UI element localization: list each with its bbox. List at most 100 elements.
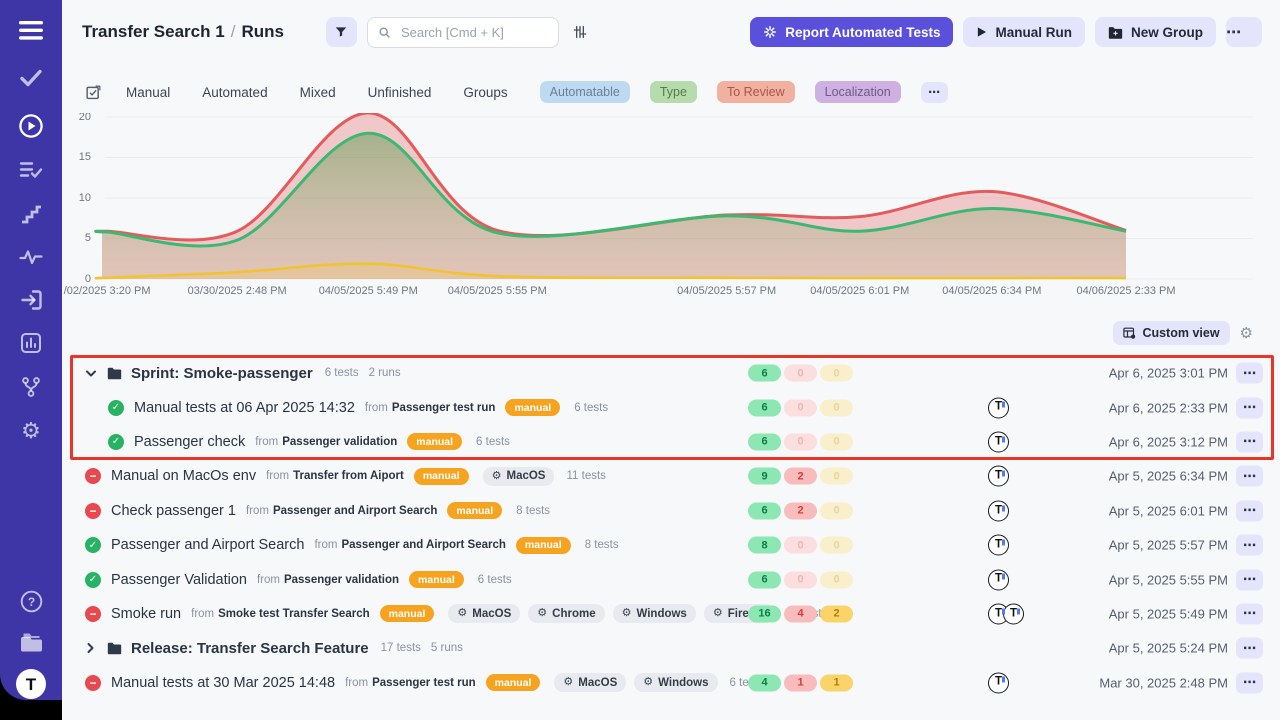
tag-chip-type[interactable]: Type (650, 81, 697, 103)
avatar[interactable]: T (1003, 603, 1024, 624)
new-group-button[interactable]: New Group (1095, 17, 1216, 47)
sliders-icon[interactable] (572, 24, 588, 40)
run-source[interactable]: Passenger test run (372, 677, 476, 689)
group-row[interactable]: Sprint: Smoke-passenger6 tests2 runs600A… (62, 356, 1280, 390)
row-more-button[interactable]: ⋯ (1236, 535, 1263, 556)
row-more-button[interactable]: ⋯ (1236, 397, 1263, 418)
sidebar-runs-list-icon[interactable] (16, 155, 46, 185)
row-more-button[interactable]: ⋯ (1236, 638, 1263, 659)
result-badges: 600 (748, 399, 853, 416)
run-title[interactable]: Smoke run (111, 606, 181, 622)
custom-view-button[interactable]: Custom view (1113, 321, 1229, 345)
runs-trend-chart: 05101520/02/2025 3:20 PM03/30/2025 2:48 … (62, 113, 1253, 305)
run-row[interactable]: ✓Manual tests at 06 Apr 2025 14:32fromPa… (62, 390, 1280, 424)
run-source[interactable]: Transfer from Aiport (293, 470, 404, 482)
header-more-button[interactable]: ⋯ (1226, 17, 1262, 47)
tab-manual[interactable]: Manual (126, 85, 170, 100)
run-title[interactable]: Check passenger 1 (111, 503, 236, 519)
run-row[interactable]: −Manual tests at 30 Mar 2025 14:48fromPa… (62, 666, 1280, 700)
assignee-avatars: TT (988, 603, 1024, 624)
sidebar-documents-icon[interactable] (16, 627, 46, 657)
breadcrumb-project[interactable]: Transfer Search 1 (82, 22, 225, 41)
status-failed-icon: − (85, 468, 101, 484)
run-source[interactable]: Passenger and Airport Search (341, 539, 505, 551)
env-chips: ⚙MacOS⚙Chrome⚙Windows⚙Firefox (448, 604, 775, 623)
sidebar-help-icon[interactable]: ? (16, 586, 46, 616)
status-passed-icon: ✓ (85, 537, 101, 553)
tab-groups[interactable]: Groups (463, 85, 507, 100)
view-settings-gear-icon[interactable]: ⚙ (1240, 326, 1253, 341)
avatar[interactable]: T (988, 466, 1009, 487)
app: ⚙? T Transfer Search 1/Runs (0, 0, 1280, 720)
group-tests-count: 6 tests (325, 367, 359, 379)
run-row[interactable]: ✓Passenger and Airport SearchfromPasseng… (62, 528, 1280, 562)
tab-mixed[interactable]: Mixed (300, 85, 336, 100)
group-title[interactable]: Release: Transfer Search Feature (131, 640, 369, 657)
tags-more-button[interactable]: ⋯ (921, 82, 948, 103)
from-label: from (255, 436, 278, 448)
env-chip-chrome: ⚙Chrome (528, 604, 604, 623)
group-row[interactable]: Release: Transfer Search Feature17 tests… (62, 631, 1280, 665)
tag-chip-automatable[interactable]: Automatable (540, 81, 630, 103)
sidebar-import-icon[interactable] (16, 285, 46, 315)
row-more-button[interactable]: ⋯ (1236, 500, 1263, 521)
row-more-button[interactable]: ⋯ (1236, 466, 1263, 487)
run-source[interactable]: Passenger test run (392, 402, 496, 414)
tab-unfinished[interactable]: Unfinished (368, 85, 432, 100)
filter-button[interactable] (326, 17, 357, 47)
manual-badge: manual (447, 502, 502, 519)
avatar[interactable]: T (988, 500, 1009, 521)
sidebar-settings-gear-icon[interactable]: ⚙ (16, 416, 46, 446)
tab-automated[interactable]: Automated (202, 85, 267, 100)
sidebar-reports-chart-icon[interactable] (16, 328, 46, 358)
checklist-icon[interactable] (85, 84, 102, 101)
run-source[interactable]: Passenger validation (284, 574, 399, 586)
sidebar-analytics-pulse-icon[interactable] (16, 242, 46, 272)
row-more-button[interactable]: ⋯ (1236, 363, 1263, 384)
run-title[interactable]: Manual tests at 30 Mar 2025 14:48 (111, 675, 335, 691)
chevron-down-icon[interactable] (85, 368, 97, 379)
run-row[interactable]: −Smoke runfromSmoke test Transfer Search… (62, 597, 1280, 631)
row-more-button[interactable]: ⋯ (1236, 603, 1263, 624)
chevron-right-icon[interactable] (85, 642, 97, 654)
report-automated-tests-button[interactable]: Report Automated Tests (750, 17, 953, 47)
avatar[interactable]: T (988, 535, 1009, 556)
sidebar-tests-check-icon[interactable] (16, 63, 46, 93)
app-logo[interactable]: T (16, 669, 46, 699)
avatar[interactable]: T (988, 431, 1009, 452)
search-box[interactable] (367, 17, 559, 48)
avatar[interactable]: T (988, 569, 1009, 590)
group-title[interactable]: Sprint: Smoke-passenger (131, 365, 313, 382)
manual-badge: manual (414, 468, 469, 485)
search-input[interactable] (399, 24, 548, 41)
run-source[interactable]: Passenger validation (282, 436, 397, 448)
run-row[interactable]: −Check passenger 1fromPassenger and Airp… (62, 494, 1280, 528)
run-title[interactable]: Passenger Validation (111, 572, 247, 588)
run-row[interactable]: ✓Passenger checkfromPassenger validation… (62, 425, 1280, 459)
avatar[interactable]: T (988, 397, 1009, 418)
run-source[interactable]: Smoke test Transfer Search (218, 608, 370, 620)
sidebar-milestones-steps-icon[interactable] (16, 199, 46, 229)
run-row[interactable]: −Manual on MacOs envfromTransfer from Ai… (62, 459, 1280, 493)
run-title[interactable]: Manual on MacOs env (111, 468, 256, 484)
run-title[interactable]: Passenger and Airport Search (111, 537, 304, 553)
row-more-button[interactable]: ⋯ (1236, 431, 1263, 452)
row-more-button[interactable]: ⋯ (1236, 672, 1263, 693)
run-row[interactable]: ✓Passenger ValidationfromPassenger valid… (62, 562, 1280, 596)
sidebar-run-play-icon[interactable] (16, 111, 46, 141)
row-content: ✓Manual tests at 06 Apr 2025 14:32fromPa… (108, 390, 618, 424)
tag-chip-localization[interactable]: Localization (815, 81, 901, 103)
run-title[interactable]: Manual tests at 06 Apr 2025 14:32 (134, 400, 355, 416)
run-source[interactable]: Passenger and Airport Search (273, 505, 437, 517)
sidebar-branches-icon[interactable] (16, 372, 46, 402)
x-axis-tick-label: 04/05/2025 5:55 PM (448, 285, 547, 297)
tag-chip-to-review[interactable]: To Review (717, 81, 795, 103)
table-view-icon (1123, 327, 1136, 339)
avatar[interactable]: T (988, 672, 1009, 693)
manual-run-button[interactable]: Manual Run (963, 17, 1085, 47)
run-title[interactable]: Passenger check (134, 434, 245, 450)
row-more-button[interactable]: ⋯ (1236, 569, 1263, 590)
sidebar-menu-icon[interactable] (16, 15, 46, 45)
header-actions: Report Automated Tests Manual Run New Gr… (750, 17, 1262, 47)
red-count-pill: 2 (784, 468, 817, 485)
